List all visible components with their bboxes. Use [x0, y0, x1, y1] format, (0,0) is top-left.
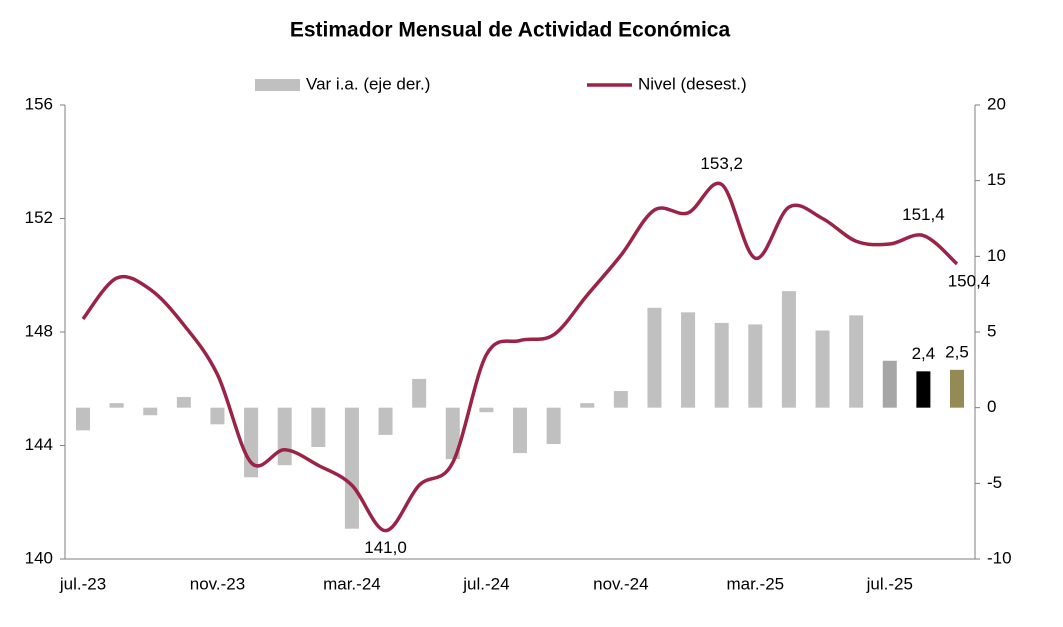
bar	[849, 315, 864, 408]
y-tick-label: 140	[25, 548, 53, 567]
legend-swatch	[255, 79, 300, 91]
bar	[445, 407, 460, 460]
bar	[714, 322, 729, 408]
bar	[748, 324, 763, 408]
y2-tick-label: -5	[987, 473, 1002, 492]
y2-tick-label: 10	[987, 246, 1006, 265]
bar	[613, 391, 628, 408]
y2-tick-label: 0	[987, 397, 996, 416]
bar	[344, 407, 359, 529]
data-label: 153,2	[700, 154, 743, 173]
legend-label: Var i.a. (eje der.)	[306, 74, 430, 93]
bar	[882, 360, 897, 408]
bar	[277, 407, 292, 466]
x-tick-label: jul.-23	[59, 574, 106, 593]
x-tick-label: mar.-25	[726, 574, 784, 593]
data-label: 141,0	[364, 538, 407, 557]
y-tick-label: 156	[25, 94, 53, 113]
data-label: 2,5	[945, 342, 969, 361]
bar	[815, 330, 830, 408]
bar	[109, 403, 124, 408]
bar	[916, 371, 931, 408]
bar	[378, 407, 393, 435]
y-tick-label: 148	[25, 321, 53, 340]
y-tick-label: 152	[25, 208, 53, 227]
x-tick-label: jul.-24	[462, 574, 509, 593]
bar	[580, 403, 595, 408]
bar	[781, 291, 796, 408]
data-label: 151,4	[902, 205, 945, 224]
data-label: 150,4	[948, 271, 991, 290]
x-tick-label: nov.-24	[593, 574, 648, 593]
y2-tick-label: 15	[987, 170, 1006, 189]
bar	[479, 407, 494, 413]
bar	[546, 407, 561, 444]
chart-title: Estimador Mensual de Actividad Económica	[290, 19, 731, 42]
bar	[412, 378, 427, 408]
x-tick-label: nov.-23	[190, 574, 245, 593]
bar	[176, 397, 191, 408]
y2-tick-label: -10	[987, 548, 1012, 567]
bar	[210, 407, 225, 425]
bar	[513, 407, 527, 454]
bar	[311, 407, 326, 448]
bar	[76, 407, 90, 431]
y-tick-label: 144	[25, 435, 53, 454]
y2-tick-label: 20	[987, 94, 1006, 113]
x-tick-label: mar.-24	[323, 574, 381, 593]
bar	[143, 407, 158, 416]
bar	[681, 312, 696, 408]
x-tick-label: jul.-25	[866, 574, 913, 593]
y2-tick-label: 5	[987, 321, 996, 340]
bar	[647, 307, 662, 408]
legend-label: Nivel (desest.)	[638, 74, 747, 93]
data-label: 2,4	[912, 344, 936, 363]
line	[81, 181, 959, 533]
bar	[950, 369, 964, 408]
